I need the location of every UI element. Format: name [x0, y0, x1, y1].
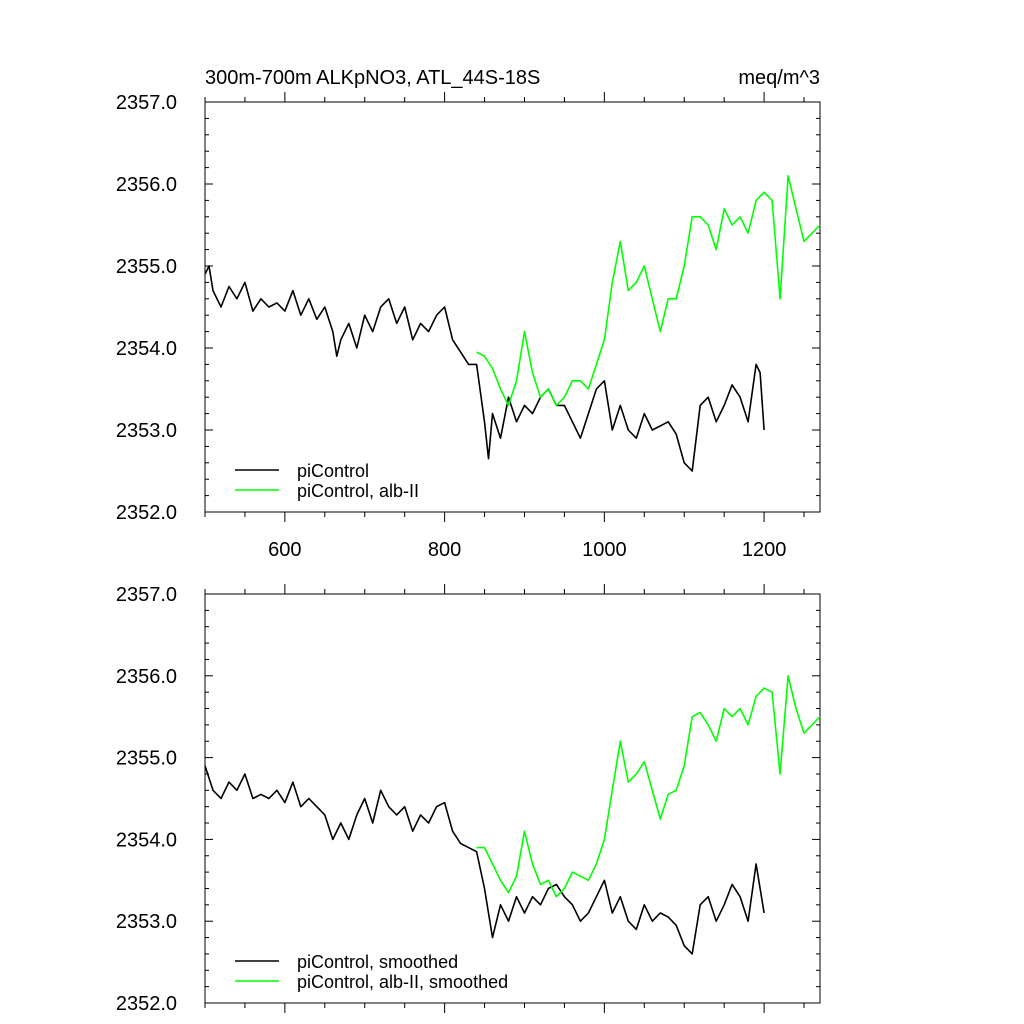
- series-line-1: [204, 265, 765, 472]
- x-tick-label: 800: [428, 539, 461, 561]
- x-tick-label: 1200: [742, 539, 787, 561]
- series-line-2: [476, 175, 821, 407]
- y-tick-label: 2356.0: [116, 666, 177, 688]
- plot-frame: [204, 593, 821, 1004]
- y-tick-label: 2352.0: [116, 993, 177, 1015]
- series-line-2: [476, 675, 821, 898]
- chart-panel-1: 2352.0 2353.0 2354.0 2355.0 2356.0 2357.0 600 8…: [116, 67, 821, 561]
- chart-panel-2: 2352.0 2353.0 2354.0 2355.0 2356.0 2357.0 piCo…: [116, 584, 821, 1015]
- y-tick-label: 2354.0: [116, 829, 177, 851]
- plot-frame: [204, 101, 821, 513]
- y-tick-label: 2354.0: [116, 338, 177, 360]
- series-line-1: [204, 765, 765, 955]
- legend-label: piControl: [297, 461, 369, 481]
- x-tick-label: 1000: [582, 539, 627, 561]
- chart-title: 300m-700m ALKpNO3, ATL_44S-18S: [205, 67, 540, 89]
- y-tick-label: 2352.0: [116, 502, 177, 524]
- legend-label: piControl, alb-II: [297, 481, 419, 501]
- y-tick-label: 2355.0: [116, 256, 177, 278]
- legend-label: piControl, smoothed: [297, 952, 458, 972]
- y-tick-label: 2357.0: [116, 92, 177, 114]
- y-tick-label: 2356.0: [116, 174, 177, 196]
- legend-label: piControl, alb-II, smoothed: [297, 972, 508, 992]
- y-tick-label: 2353.0: [116, 420, 177, 442]
- chart-units: meq/m^3: [738, 67, 820, 89]
- x-tick-label: 600: [268, 539, 301, 561]
- y-tick-label: 2355.0: [116, 748, 177, 770]
- y-tick-label: 2357.0: [116, 584, 177, 606]
- y-tick-label: 2353.0: [116, 911, 177, 933]
